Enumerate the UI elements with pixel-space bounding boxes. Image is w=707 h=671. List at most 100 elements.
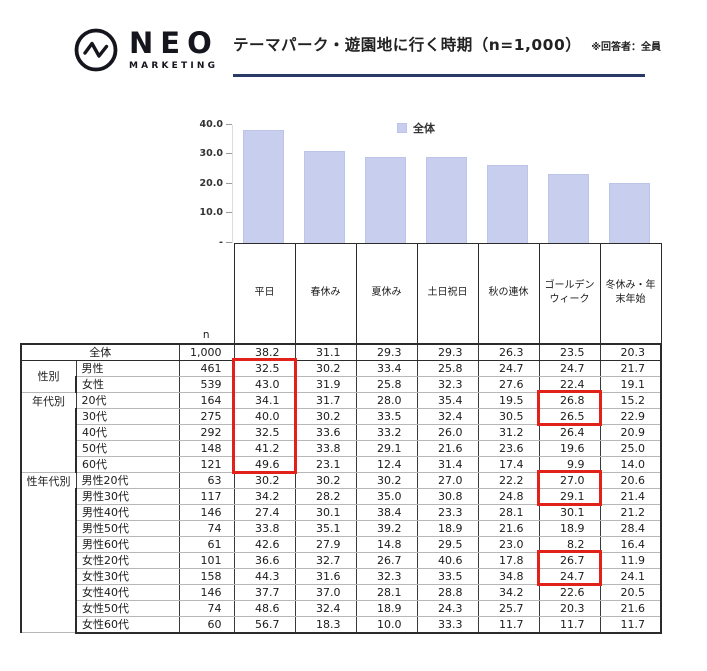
data-value: 23.1 <box>294 455 357 473</box>
column-header: 冬休み・年末年始 <box>599 243 662 344</box>
column-header: ゴールデンウィーク <box>538 243 601 344</box>
chart-bar <box>365 156 406 243</box>
data-value: 14.0 <box>599 455 662 473</box>
data-value: 44.3 <box>233 567 296 585</box>
row-label: 50代 <box>75 439 180 457</box>
data-value: 15.2 <box>599 391 662 409</box>
chart-y-axis <box>232 125 233 243</box>
data-value: 37.7 <box>233 583 296 601</box>
n-value: 164 <box>178 391 235 409</box>
data-value: 22.6 <box>538 583 601 601</box>
data-value: 43.0 <box>233 375 296 393</box>
data-value: 12.4 <box>355 455 418 473</box>
data-value: 30.5 <box>477 407 540 425</box>
data-value: 27.4 <box>233 503 296 521</box>
data-value: 40.6 <box>416 551 479 569</box>
column-header: 秋の連休 <box>477 243 540 344</box>
table-header-row: n 平日 春休み 夏休み 土日祝日 秋の連休 ゴールデンウィーク 冬休み・年末年始 <box>21 243 662 344</box>
data-value: 23.3 <box>416 503 479 521</box>
data-value: 17.8 <box>477 551 540 569</box>
data-value: 28.2 <box>294 487 357 505</box>
data-value: 41.2 <box>233 439 296 457</box>
data-value: 11.7 <box>599 615 662 634</box>
data-value: 18.9 <box>416 519 479 537</box>
data-value: 26.7 <box>355 551 418 569</box>
row-label: 60代 <box>75 455 180 473</box>
data-value: 35.1 <box>294 519 357 537</box>
data-value: 30.2 <box>294 359 357 377</box>
group-label: 性別 <box>20 359 77 393</box>
pulse-circle-icon <box>74 28 118 72</box>
data-value: 28.8 <box>416 583 479 601</box>
logo-text: NEO MARKETING <box>129 26 219 72</box>
data-value: 36.6 <box>233 551 296 569</box>
n-value: 60 <box>178 615 235 634</box>
table-row: 男性30代 117 34.2 28.2 35.0 30.8 24.8 29.1 21.4 <box>21 487 662 505</box>
y-tick-label: 30.0 <box>183 148 232 160</box>
data-value: 22.2 <box>477 471 540 489</box>
column-header: 平日 <box>233 243 296 344</box>
data-value: 34.2 <box>477 583 540 601</box>
data-value: 24.1 <box>599 567 662 585</box>
data-value: 26.7 <box>538 551 601 569</box>
n-value: 292 <box>178 423 235 441</box>
data-value: 24.8 <box>477 487 540 505</box>
data-value: 34.2 <box>233 487 296 505</box>
table-row: 性別 男性 461 32.5 30.2 33.4 25.8 24.7 24.7 21.7 <box>20 359 662 393</box>
group-label: 性年代別 <box>20 471 77 633</box>
data-value: 25.0 <box>599 439 662 457</box>
data-value: 34.1 <box>233 391 296 409</box>
data-value: 19.5 <box>477 391 540 409</box>
chart-bar-slot <box>416 125 477 243</box>
data-value: 28.1 <box>477 503 540 521</box>
data-value: 33.3 <box>416 615 479 634</box>
row-label: 女性 <box>75 375 180 393</box>
title-block: テーマパーク・遊園地に行く時期（n=1,000） ※回答者：全員 <box>233 33 661 55</box>
table-row: 女性 539 43.0 31.9 25.8 32.3 27.6 22.4 19.1 <box>21 375 662 393</box>
data-value: 27.6 <box>477 375 540 393</box>
chart-bar-slot <box>538 125 599 243</box>
data-value: 21.6 <box>416 439 479 457</box>
page-title: テーマパーク・遊園地に行く時期（n=1,000） <box>233 36 582 54</box>
logo-neo-text: NEO <box>129 26 219 60</box>
neo-marketing-logo: NEO MARKETING <box>72 26 219 74</box>
row-label: 30代 <box>75 407 180 425</box>
data-value: 26.0 <box>416 423 479 441</box>
data-value: 11.7 <box>477 615 540 634</box>
n-value: 146 <box>178 503 235 521</box>
data-value: 31.1 <box>294 342 357 361</box>
data-value: 35.4 <box>416 391 479 409</box>
table-row: 男性60代 61 42.6 27.9 14.8 29.5 23.0 8.2 16.4 <box>21 535 662 553</box>
data-value: 18.9 <box>538 519 601 537</box>
data-value: 22.9 <box>599 407 662 425</box>
data-value: 27.0 <box>416 471 479 489</box>
data-value: 29.5 <box>416 535 479 553</box>
data-value: 26.8 <box>538 391 601 409</box>
data-value: 30.2 <box>294 471 357 489</box>
table-row: 性年代別 男性20代 63 30.2 30.2 30.2 27.0 22.2 27.0 20.6 <box>20 471 662 633</box>
table-row: 全体 1,000 38.2 31.1 29.3 29.3 26.3 23.5 20.3 <box>20 342 662 361</box>
chart-bar-slot <box>477 125 538 243</box>
data-value: 27.0 <box>538 471 601 489</box>
data-value: 34.8 <box>477 567 540 585</box>
n-value: 539 <box>178 375 235 393</box>
table-row: 男性40代 146 27.4 30.1 38.4 23.3 28.1 30.1 21.2 <box>21 503 662 521</box>
data-value: 32.7 <box>294 551 357 569</box>
data-value: 8.2 <box>538 535 601 553</box>
y-tick-label: 20.0 <box>183 178 232 190</box>
data-value: 21.6 <box>477 519 540 537</box>
data-value: 24.7 <box>538 359 601 377</box>
data-value: 33.8 <box>294 439 357 457</box>
chart-bar <box>548 173 589 243</box>
row-label: 40代 <box>75 423 180 441</box>
chart-bar <box>243 130 284 243</box>
table-row: 50代 148 41.2 33.8 29.1 21.6 23.6 19.6 25.0 <box>21 439 662 457</box>
data-value: 26.5 <box>538 407 601 425</box>
data-value: 26.4 <box>538 423 601 441</box>
data-value: 11.7 <box>538 615 601 634</box>
n-value: 61 <box>178 535 235 553</box>
data-value: 31.9 <box>294 375 357 393</box>
data-value: 22.4 <box>538 375 601 393</box>
data-value: 14.8 <box>355 535 418 553</box>
data-value: 31.2 <box>477 423 540 441</box>
